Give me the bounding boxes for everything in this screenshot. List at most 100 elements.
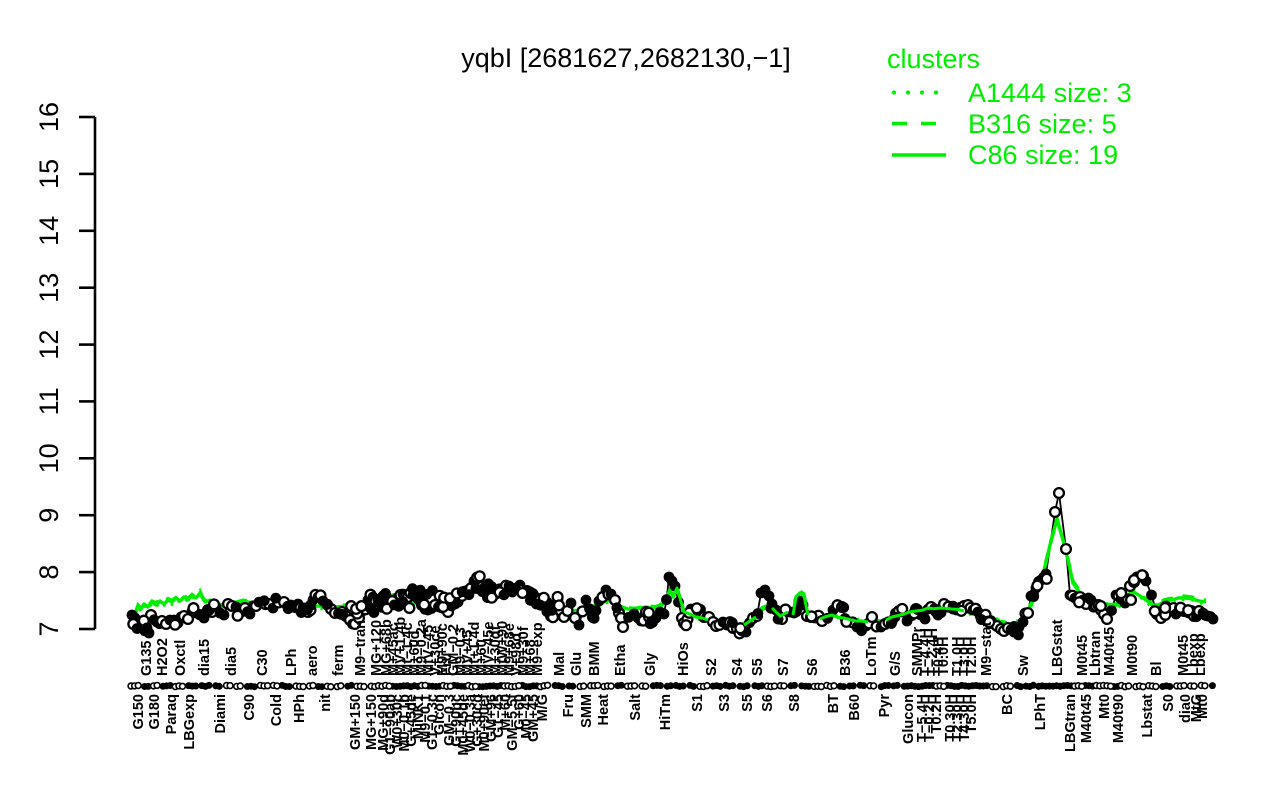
svg-text:M9−0.1: M9−0.1 [418, 694, 434, 743]
svg-text:T0.30H: T0.30H [943, 694, 959, 742]
svg-text:aero: aero [305, 645, 321, 676]
svg-text:Mal: Mal [552, 652, 568, 676]
svg-text:T0.4H: T0.4H [931, 637, 947, 677]
svg-text:G/S: G/S [888, 651, 904, 676]
svg-text:M9−stat: M9−stat [979, 621, 995, 676]
svg-text:HPh: HPh [292, 694, 308, 723]
svg-text:12: 12 [34, 330, 64, 360]
svg-text:S7: S7 [776, 658, 792, 676]
svg-text:Mt0: Mt0 [1097, 694, 1113, 719]
svg-text:S1: S1 [690, 694, 706, 712]
svg-text:M0t45: M0t45 [1075, 635, 1091, 676]
svg-text:V+98d: V+98d [509, 633, 525, 676]
svg-text:13: 13 [34, 273, 64, 303]
svg-text:W0−0.3a: W0−0.3a [463, 693, 479, 752]
svg-text:Mt−1.4c: Mt−1.4c [400, 622, 416, 676]
svg-text:Paraq: Paraq [164, 694, 180, 734]
svg-text:LoTm: LoTm [864, 637, 880, 676]
svg-text:Lbexp: Lbexp [1186, 633, 1202, 676]
svg-text:M+60: M+60 [498, 694, 514, 731]
svg-text:B316 size: 5: B316 size: 5 [968, 109, 1117, 139]
svg-text:LPhT: LPhT [1033, 694, 1049, 730]
svg-text:BC: BC [1000, 693, 1016, 714]
svg-text:dia5: dia5 [224, 647, 240, 676]
svg-text:T−0.2H: T−0.2H [922, 694, 938, 742]
svg-text:MG+120: MG+120 [369, 620, 385, 676]
svg-text:LPh: LPh [284, 649, 300, 676]
svg-text:HiOs: HiOs [676, 642, 692, 676]
svg-text:HiTm: HiTm [658, 694, 674, 730]
svg-text:G+45de: G+45de [404, 694, 420, 747]
svg-text:LBGstat: LBGstat [1050, 619, 1066, 676]
svg-text:T2.30H: T2.30H [950, 694, 966, 742]
svg-text:Gly: Gly [643, 653, 659, 676]
svg-text:T−5.4H: T−5.4H [915, 694, 931, 742]
svg-text:Lbtran: Lbtran [1088, 631, 1104, 676]
svg-text:T1.0H: T1.0H [950, 637, 966, 677]
svg-text:MV+1.4b: MV+1.4b [393, 617, 409, 676]
svg-text:C90: C90 [242, 694, 258, 721]
svg-text:S5: S5 [750, 658, 766, 676]
svg-text:16: 16 [34, 102, 64, 132]
svg-text:M0+90ef: M0+90ef [477, 694, 493, 752]
svg-text:M0−45: M0−45 [519, 694, 535, 739]
svg-text:S8: S8 [787, 694, 803, 712]
svg-text:S0: S0 [1161, 694, 1177, 712]
svg-text:T0.2H: T0.2H [929, 694, 945, 734]
svg-text:M9+68e: M9+68e [502, 623, 518, 676]
svg-text:Heat: Heat [596, 694, 612, 726]
svg-text:G1−90ab: G1−90ab [383, 694, 399, 755]
svg-text:M+60d: M+60d [407, 630, 423, 676]
svg-text:T0.0H: T0.0H [936, 637, 952, 677]
svg-text:M9−tran: M9−tran [353, 620, 369, 676]
svg-text:Diami: Diami [213, 694, 229, 734]
svg-text:MtW+90: MtW+90 [495, 621, 511, 676]
svg-text:M40t45: M40t45 [1102, 627, 1118, 676]
svg-text:SMMPr: SMMPr [910, 627, 926, 677]
svg-text:GM+96: GM+96 [484, 694, 500, 742]
svg-text:GM+150: GM+150 [348, 694, 364, 750]
svg-text:M9−0.2a: M9−0.2a [414, 618, 430, 676]
svg-text:S6: S6 [805, 658, 821, 676]
svg-text:14: 14 [34, 216, 64, 246]
svg-text:B60: B60 [847, 694, 863, 721]
svg-text:H2O2: H2O2 [155, 638, 171, 676]
svg-text:S5: S5 [740, 694, 756, 712]
svg-text:A1444 size: 3: A1444 size: 3 [968, 78, 1132, 108]
svg-text:M40t90: M40t90 [1111, 694, 1127, 743]
svg-text:Glcon: Glcon [432, 694, 448, 735]
svg-text:T3.0H: T3.0H [957, 637, 973, 677]
svg-text:W0+30c: W0+30c [390, 694, 406, 748]
svg-text:M0t45: M0t45 [1176, 635, 1192, 676]
svg-text:11: 11 [34, 387, 64, 415]
svg-text:T2.0H: T2.0H [964, 637, 980, 677]
svg-text:MtV−45: MtV−45 [421, 625, 437, 676]
svg-text:9: 9 [34, 508, 64, 523]
svg-text:Pyr: Pyr [877, 694, 893, 718]
svg-text:Fru: Fru [439, 653, 455, 676]
svg-text:Bl: Bl [1149, 662, 1165, 677]
svg-text:MiNK1: MiNK1 [411, 694, 427, 739]
svg-text:M0−0.1b: M0−0.1b [397, 694, 413, 752]
svg-text:M0+45de: M0+45de [456, 694, 472, 756]
svg-text:GM+45: GM+45 [526, 694, 542, 742]
svg-text:BT: BT [826, 694, 842, 713]
svg-text:C30: C30 [255, 649, 271, 676]
svg-text:V+30ce: V+30ce [428, 626, 444, 676]
svg-text:Lbstat: Lbstat [1140, 694, 1156, 738]
svg-text:yqbI [2681627,2682130,−1]: yqbI [2681627,2682130,−1] [461, 43, 791, 73]
svg-text:GM−5.5f: GM−5.5f [505, 694, 521, 751]
svg-text:M9−0.3: M9−0.3 [453, 627, 469, 676]
svg-text:MG+68b: MG+68b [379, 619, 395, 676]
svg-text:G1−0.3c: G1−0.3c [425, 694, 441, 750]
svg-text:M+45ac: M+45ac [386, 623, 402, 676]
svg-text:GM−0.3: GM−0.3 [442, 694, 458, 746]
svg-text:Sw: Sw [1016, 654, 1032, 676]
svg-text:MtG: MtG [1189, 694, 1205, 722]
svg-text:G135: G135 [139, 641, 155, 676]
svg-text:M+68: M+68 [523, 639, 539, 676]
svg-text:M+30df: M+30df [488, 625, 504, 676]
svg-text:G150: G150 [131, 694, 147, 729]
svg-text:G+90bc: G+90bc [449, 694, 465, 747]
svg-text:dia0: dia0 [1178, 694, 1194, 723]
